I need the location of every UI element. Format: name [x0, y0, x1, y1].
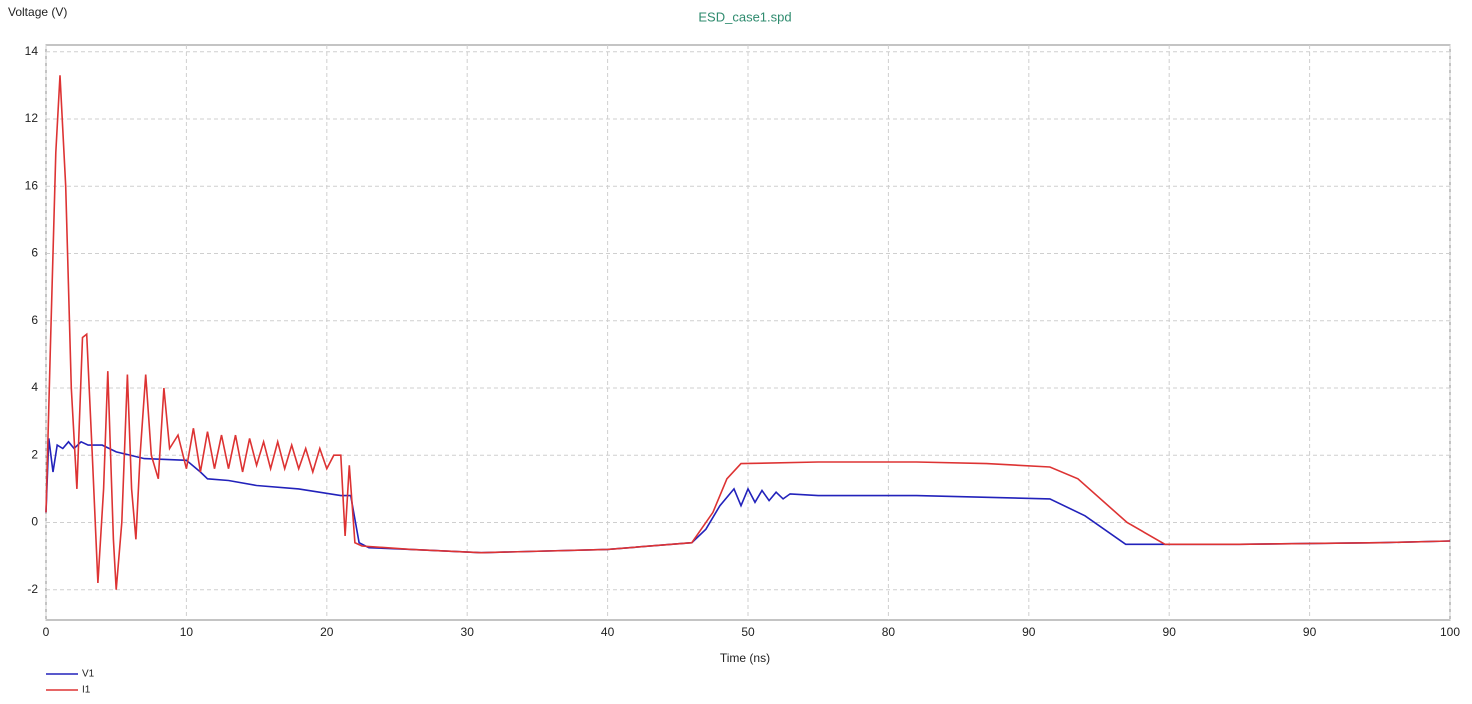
y-tick-label: 16 [25, 178, 39, 192]
x-tick-label: 90 [1022, 625, 1036, 639]
y-tick-label: 6 [31, 246, 38, 260]
y-axis-label: Voltage (V) [8, 5, 67, 19]
x-tick-label: 90 [1303, 625, 1317, 639]
legend-label: I1 [82, 685, 91, 696]
y-tick-label: 14 [25, 44, 39, 58]
chart-title: ESD_case1.spd [698, 9, 791, 24]
y-tick-label: 0 [31, 515, 38, 529]
x-axis-label: Time (ns) [720, 651, 770, 665]
x-tick-label: 100 [1440, 625, 1460, 639]
x-tick-label: 0 [43, 625, 50, 639]
y-tick-label: 2 [31, 447, 38, 461]
series-line [45, 75, 1451, 590]
x-tick-label: 50 [741, 625, 755, 639]
x-tick-label: 10 [180, 625, 194, 639]
y-tick-label: 4 [31, 380, 38, 394]
x-tick-label: 90 [1163, 625, 1177, 639]
x-tick-label: 30 [461, 625, 475, 639]
y-tick-label: 12 [25, 111, 39, 125]
x-tick-label: 80 [882, 625, 896, 639]
x-tick-label: 20 [320, 625, 334, 639]
y-tick-label: 6 [31, 313, 38, 327]
x-tick-label: 40 [601, 625, 615, 639]
legend-label: V1 [82, 669, 95, 680]
y-tick-label: -2 [27, 582, 38, 596]
